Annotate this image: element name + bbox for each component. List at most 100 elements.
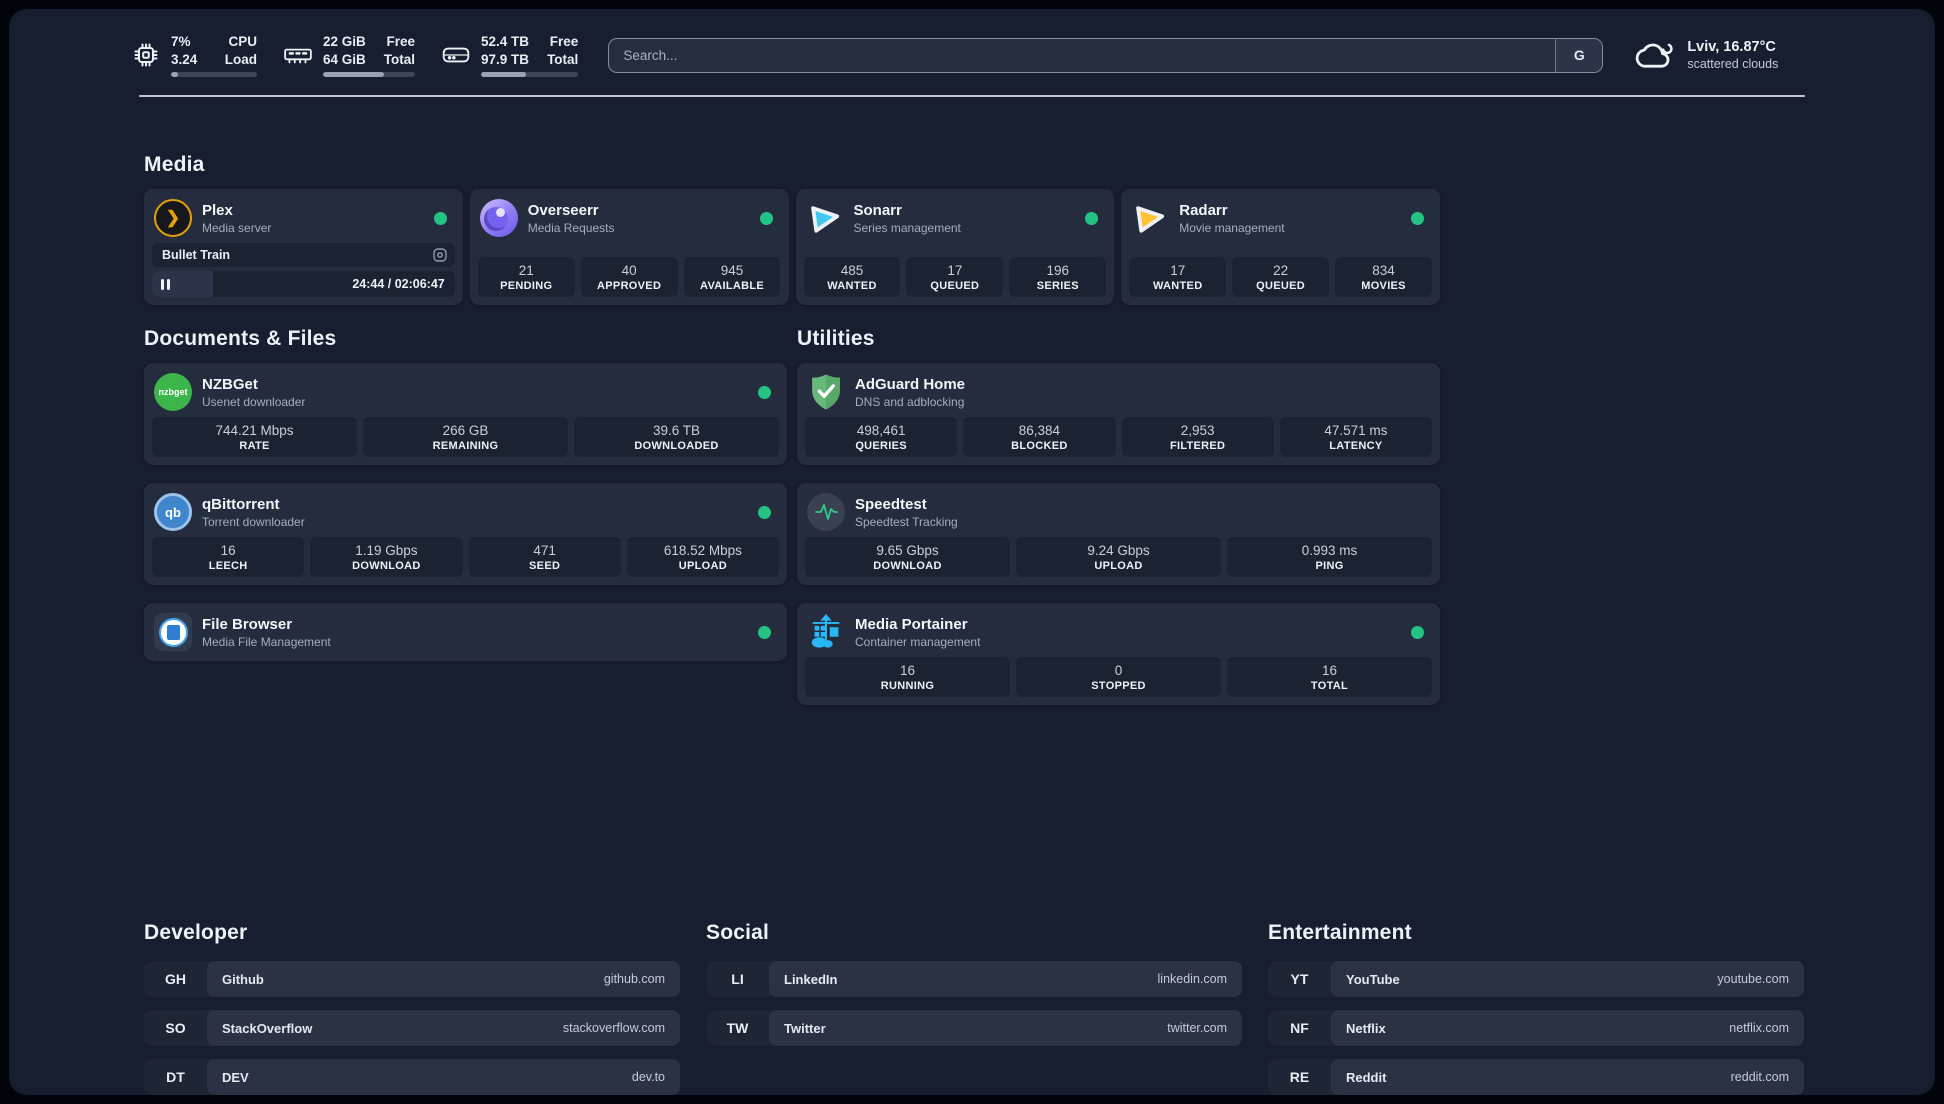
service-card-radarr[interactable]: Radarr Movie management 17 WANTED 22 QUEUE… [1121, 189, 1440, 306]
service-subtitle: Media File Management [202, 634, 331, 649]
storage-total: 97.9 TB [481, 51, 530, 67]
hard-drive-icon [441, 40, 471, 70]
stat-box: 22 QUEUED [1232, 257, 1330, 298]
bookmark-name: Reddit [1346, 1069, 1387, 1085]
status-dot [1411, 211, 1424, 225]
stat-box: 39.6 TB DOWNLOADED [574, 417, 779, 458]
bookmark-abbr: DT [166, 1069, 185, 1086]
adguard-icon [807, 373, 845, 411]
media-grid: ❯ Plex Media server Bullet Train [144, 189, 1440, 306]
cpu-load-avg: 3.24 [171, 51, 198, 67]
service-card-portainer[interactable]: Media Portainer Container management 16 R… [797, 603, 1440, 706]
service-card-qbittorrent[interactable]: qb qBittorrent Torrent downloader 16 LEEC… [144, 483, 787, 586]
bookmark-url: reddit.com [1730, 1070, 1789, 1085]
service-card-filebrowser[interactable]: File Browser Media File Management [144, 603, 787, 662]
service-subtitle: DNS and adblocking [855, 394, 965, 409]
stat-box: 744.21 Mbps RATE [152, 417, 357, 458]
service-title: NZBGet [202, 375, 258, 393]
cpu-usage: 7% [171, 34, 191, 49]
section-heading-social: Social [706, 921, 770, 945]
bookmark-url: dev.to [631, 1070, 665, 1085]
player-progressbar[interactable]: 24:44 / 02:06:47 [152, 271, 455, 298]
bookmark-name: Github [222, 971, 264, 987]
stat-box: 834 MOVIES [1335, 257, 1432, 298]
service-title: Radarr [1179, 201, 1228, 219]
cpu-stat: 7% 3.24 CPU Load [131, 33, 257, 78]
system-stats: 7% 3.24 CPU Load 22 GiB 64 GiB [131, 33, 579, 78]
playback-time: 24:44 / 02:06:47 [352, 277, 445, 292]
bookmark-name: Twitter [784, 1020, 826, 1036]
stat-box: 266 GB REMAINING [363, 417, 568, 458]
status-dot [758, 625, 771, 639]
status-dot [1085, 211, 1099, 225]
header-divider [139, 95, 1805, 98]
stat-box: 945 AVAILABLE [683, 257, 781, 298]
bookmark-url: linkedin.com [1157, 972, 1227, 987]
service-card-overseerr[interactable]: Overseerr Media Requests 21 PENDING 40 APP… [469, 189, 789, 306]
storage-progressbar [481, 72, 579, 78]
service-title: Media Portainer [855, 615, 968, 633]
service-title: qBittorrent [202, 495, 280, 513]
search-input[interactable] [609, 38, 1556, 72]
service-card-sonarr[interactable]: Sonarr Series management 485 WANTED 17 QUE… [795, 189, 1115, 306]
service-subtitle: Media server [202, 220, 272, 235]
stat-box: 0 STOPPED [1016, 657, 1221, 698]
plex-now-playing: Bullet Train 24:44 / 02:06:47 [152, 243, 455, 298]
bookmark-stackoverflow[interactable]: SO StackOverflow stackoverflow.com [144, 1010, 680, 1047]
bookmark-linkedin[interactable]: LI LinkedIn linkedin.com [706, 961, 1242, 998]
bookmark-url: youtube.com [1717, 972, 1789, 987]
stat-box: 86,384 BLOCKED [963, 417, 1116, 458]
stat-box: 40 APPROVED [580, 257, 678, 298]
bookmark-name: YouTube [1346, 971, 1400, 987]
bookmark-url: netflix.com [1729, 1021, 1789, 1036]
stat-box: 498,461 QUERIES [805, 417, 958, 458]
service-card-plex[interactable]: ❯ Plex Media server Bullet Train [144, 189, 463, 306]
plex-icon: ❯ [154, 199, 192, 238]
service-subtitle: Series management [853, 220, 961, 235]
memory-label-1: Free [386, 34, 416, 49]
player-session-icon[interactable] [433, 248, 447, 262]
pause-icon[interactable] [161, 278, 170, 290]
stat-box: 9.65 Gbps DOWNLOAD [805, 537, 1010, 578]
bookmark-twitter[interactable]: TW Twitter twitter.com [706, 1010, 1242, 1047]
service-title: Speedtest [855, 495, 927, 513]
section-heading-media: Media [144, 153, 205, 177]
qbittorrent-icon: qb [154, 493, 192, 532]
bookmark-abbr: TW [726, 1020, 749, 1037]
service-card-speedtest[interactable]: Speedtest Speedtest Tracking 9.65 Gbps DO… [797, 483, 1440, 586]
weather-condition: scattered clouds [1687, 57, 1779, 72]
bookmark-youtube[interactable]: YT YouTube youtube.com [1268, 961, 1804, 998]
bookmarks-area: Developer GH Github github.com SO StackOv… [144, 921, 1804, 1095]
bookmark-dev[interactable]: DT DEV dev.to [144, 1059, 680, 1095]
stat-box: 16 RUNNING [805, 657, 1010, 698]
bookmark-url: stackoverflow.com [562, 1021, 665, 1036]
service-subtitle: Torrent downloader [202, 514, 305, 529]
stat-box: 618.52 Mbps UPLOAD [626, 537, 779, 578]
service-title: Sonarr [853, 201, 902, 219]
cpu-label-2: Load [224, 51, 257, 67]
service-subtitle: Container management [855, 634, 981, 649]
service-subtitle: Speedtest Tracking [855, 514, 958, 529]
storage-stat: 52.4 TB 97.9 TB Free Total [441, 33, 579, 78]
bookmark-netflix[interactable]: NF Netflix netflix.com [1268, 1010, 1804, 1047]
search-bar: G [608, 37, 1604, 73]
bookmark-reddit[interactable]: RE Reddit reddit.com [1268, 1059, 1804, 1095]
bookmark-abbr: GH [165, 971, 186, 988]
search-engine-button[interactable]: G [1555, 38, 1603, 72]
bookmark-abbr: YT [1290, 971, 1309, 988]
stat-box: 196 SERIES [1009, 257, 1107, 298]
radarr-icon [1131, 199, 1169, 237]
service-card-adguard[interactable]: AdGuard Home DNS and adblocking 498,461 Q… [797, 363, 1440, 466]
cpu-label-1: CPU [228, 34, 257, 49]
stat-box: 9.24 Gbps UPLOAD [1016, 537, 1221, 578]
weather-widget[interactable]: Lviv, 16.87°C scattered clouds [1633, 39, 1793, 71]
service-subtitle: Media Requests [527, 220, 615, 235]
stat-box: 0.993 ms PING [1227, 537, 1432, 578]
bookmark-group-developer: Developer GH Github github.com SO StackOv… [144, 921, 680, 1095]
top-bar: 7% 3.24 CPU Load 22 GiB 64 GiB [9, 9, 1935, 78]
service-card-nzbget[interactable]: nzbget NZBGet Usenet downloader 744.21 M… [144, 363, 787, 466]
ram-icon [283, 40, 313, 70]
speedtest-icon [807, 493, 845, 532]
bookmark-name: Netflix [1346, 1020, 1386, 1036]
bookmark-github[interactable]: GH Github github.com [144, 961, 680, 998]
